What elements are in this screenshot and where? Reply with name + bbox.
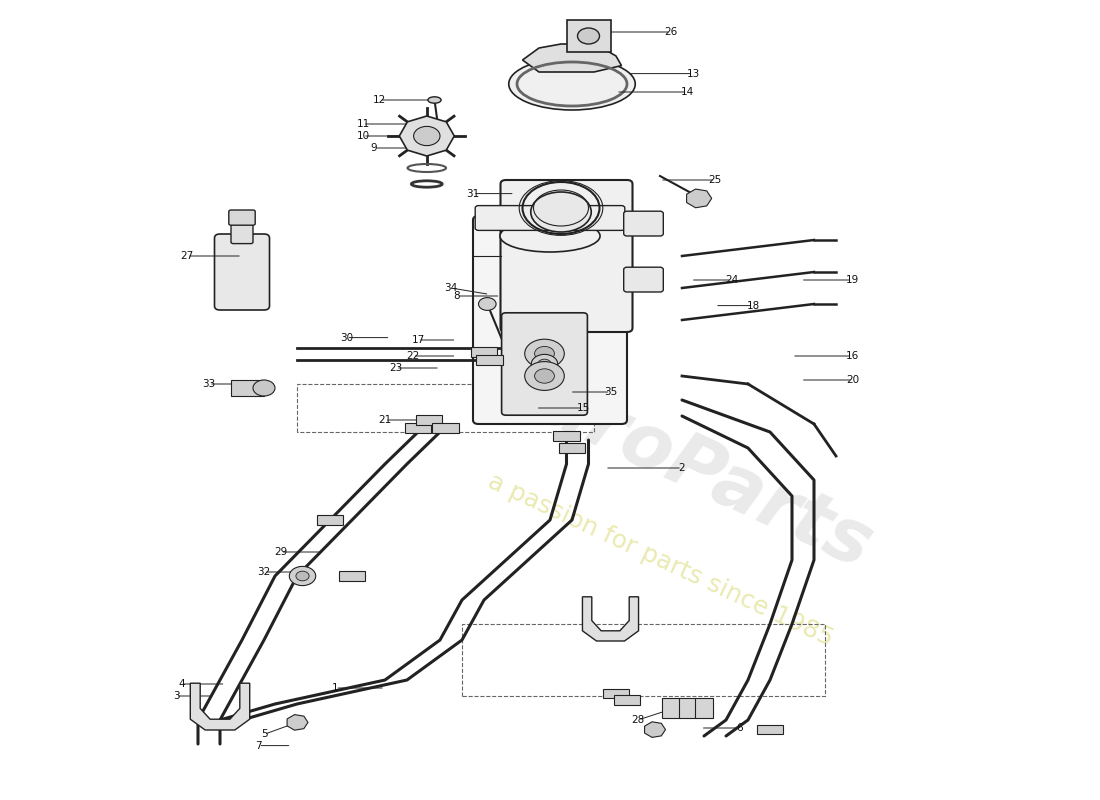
- Bar: [416, 415, 442, 425]
- Text: 22: 22: [406, 351, 419, 361]
- Text: 3: 3: [173, 691, 179, 701]
- Text: 4: 4: [178, 679, 185, 689]
- FancyBboxPatch shape: [624, 211, 663, 236]
- Bar: [559, 443, 585, 453]
- Polygon shape: [645, 722, 665, 738]
- Text: 18: 18: [747, 301, 760, 310]
- Bar: [603, 689, 629, 698]
- Circle shape: [525, 339, 564, 368]
- Text: 8: 8: [453, 291, 460, 301]
- Text: euroParts: euroParts: [481, 344, 883, 584]
- FancyBboxPatch shape: [500, 180, 632, 332]
- FancyBboxPatch shape: [566, 20, 610, 52]
- Circle shape: [578, 28, 600, 44]
- FancyBboxPatch shape: [229, 210, 255, 225]
- Text: 19: 19: [846, 275, 859, 285]
- Text: 10: 10: [356, 131, 370, 141]
- Polygon shape: [500, 224, 534, 368]
- Text: 31: 31: [466, 189, 480, 198]
- FancyBboxPatch shape: [502, 313, 587, 415]
- Bar: [679, 698, 696, 718]
- Ellipse shape: [428, 97, 441, 103]
- Circle shape: [535, 346, 554, 361]
- Text: 12: 12: [373, 95, 386, 105]
- FancyBboxPatch shape: [214, 234, 270, 310]
- Bar: [757, 725, 783, 734]
- Circle shape: [253, 380, 275, 396]
- Bar: [405, 423, 431, 433]
- Text: 35: 35: [604, 387, 617, 397]
- Bar: [471, 347, 497, 357]
- Polygon shape: [399, 116, 454, 156]
- Text: 6: 6: [736, 723, 743, 733]
- Bar: [695, 698, 713, 718]
- Circle shape: [289, 566, 316, 586]
- Ellipse shape: [508, 58, 636, 110]
- Circle shape: [525, 362, 564, 390]
- Circle shape: [531, 354, 558, 374]
- Text: 15: 15: [576, 403, 590, 413]
- Polygon shape: [686, 189, 712, 208]
- Text: 26: 26: [664, 27, 678, 37]
- Text: 16: 16: [846, 351, 859, 361]
- Circle shape: [538, 359, 551, 369]
- Text: 34: 34: [444, 283, 458, 293]
- Text: 1: 1: [332, 683, 339, 693]
- FancyBboxPatch shape: [231, 220, 253, 243]
- Text: 17: 17: [411, 335, 425, 345]
- Text: a passion for parts since 1985: a passion for parts since 1985: [484, 469, 836, 651]
- Bar: [317, 515, 343, 525]
- Bar: [614, 695, 640, 705]
- Circle shape: [414, 126, 440, 146]
- Text: 13: 13: [686, 69, 700, 78]
- Ellipse shape: [499, 220, 601, 252]
- Polygon shape: [522, 44, 622, 72]
- Bar: [432, 423, 459, 433]
- Polygon shape: [287, 714, 308, 730]
- Bar: [339, 571, 365, 581]
- Text: 32: 32: [257, 567, 271, 577]
- Text: 2: 2: [679, 463, 685, 473]
- Text: 7: 7: [255, 741, 262, 750]
- Text: 14: 14: [681, 87, 694, 97]
- Bar: [553, 431, 580, 441]
- Circle shape: [535, 369, 554, 383]
- Polygon shape: [583, 597, 638, 641]
- FancyBboxPatch shape: [473, 216, 627, 424]
- FancyBboxPatch shape: [624, 267, 663, 292]
- Text: 28: 28: [631, 715, 645, 725]
- Circle shape: [296, 571, 309, 581]
- Text: 30: 30: [340, 333, 353, 342]
- Text: 23: 23: [389, 363, 403, 373]
- Polygon shape: [190, 683, 250, 730]
- Text: 24: 24: [725, 275, 738, 285]
- FancyBboxPatch shape: [475, 206, 625, 230]
- Bar: [476, 355, 503, 365]
- Text: 20: 20: [846, 375, 859, 385]
- Text: 5: 5: [261, 730, 267, 739]
- Bar: [662, 698, 680, 718]
- Ellipse shape: [530, 192, 592, 232]
- Text: 25: 25: [708, 175, 722, 185]
- Text: 33: 33: [202, 379, 216, 389]
- Bar: [231, 380, 264, 396]
- Text: 21: 21: [378, 415, 392, 425]
- Text: 27: 27: [180, 251, 194, 261]
- Text: 29: 29: [274, 547, 287, 557]
- Text: 11: 11: [356, 119, 370, 129]
- Circle shape: [478, 298, 496, 310]
- Text: 9: 9: [371, 143, 377, 153]
